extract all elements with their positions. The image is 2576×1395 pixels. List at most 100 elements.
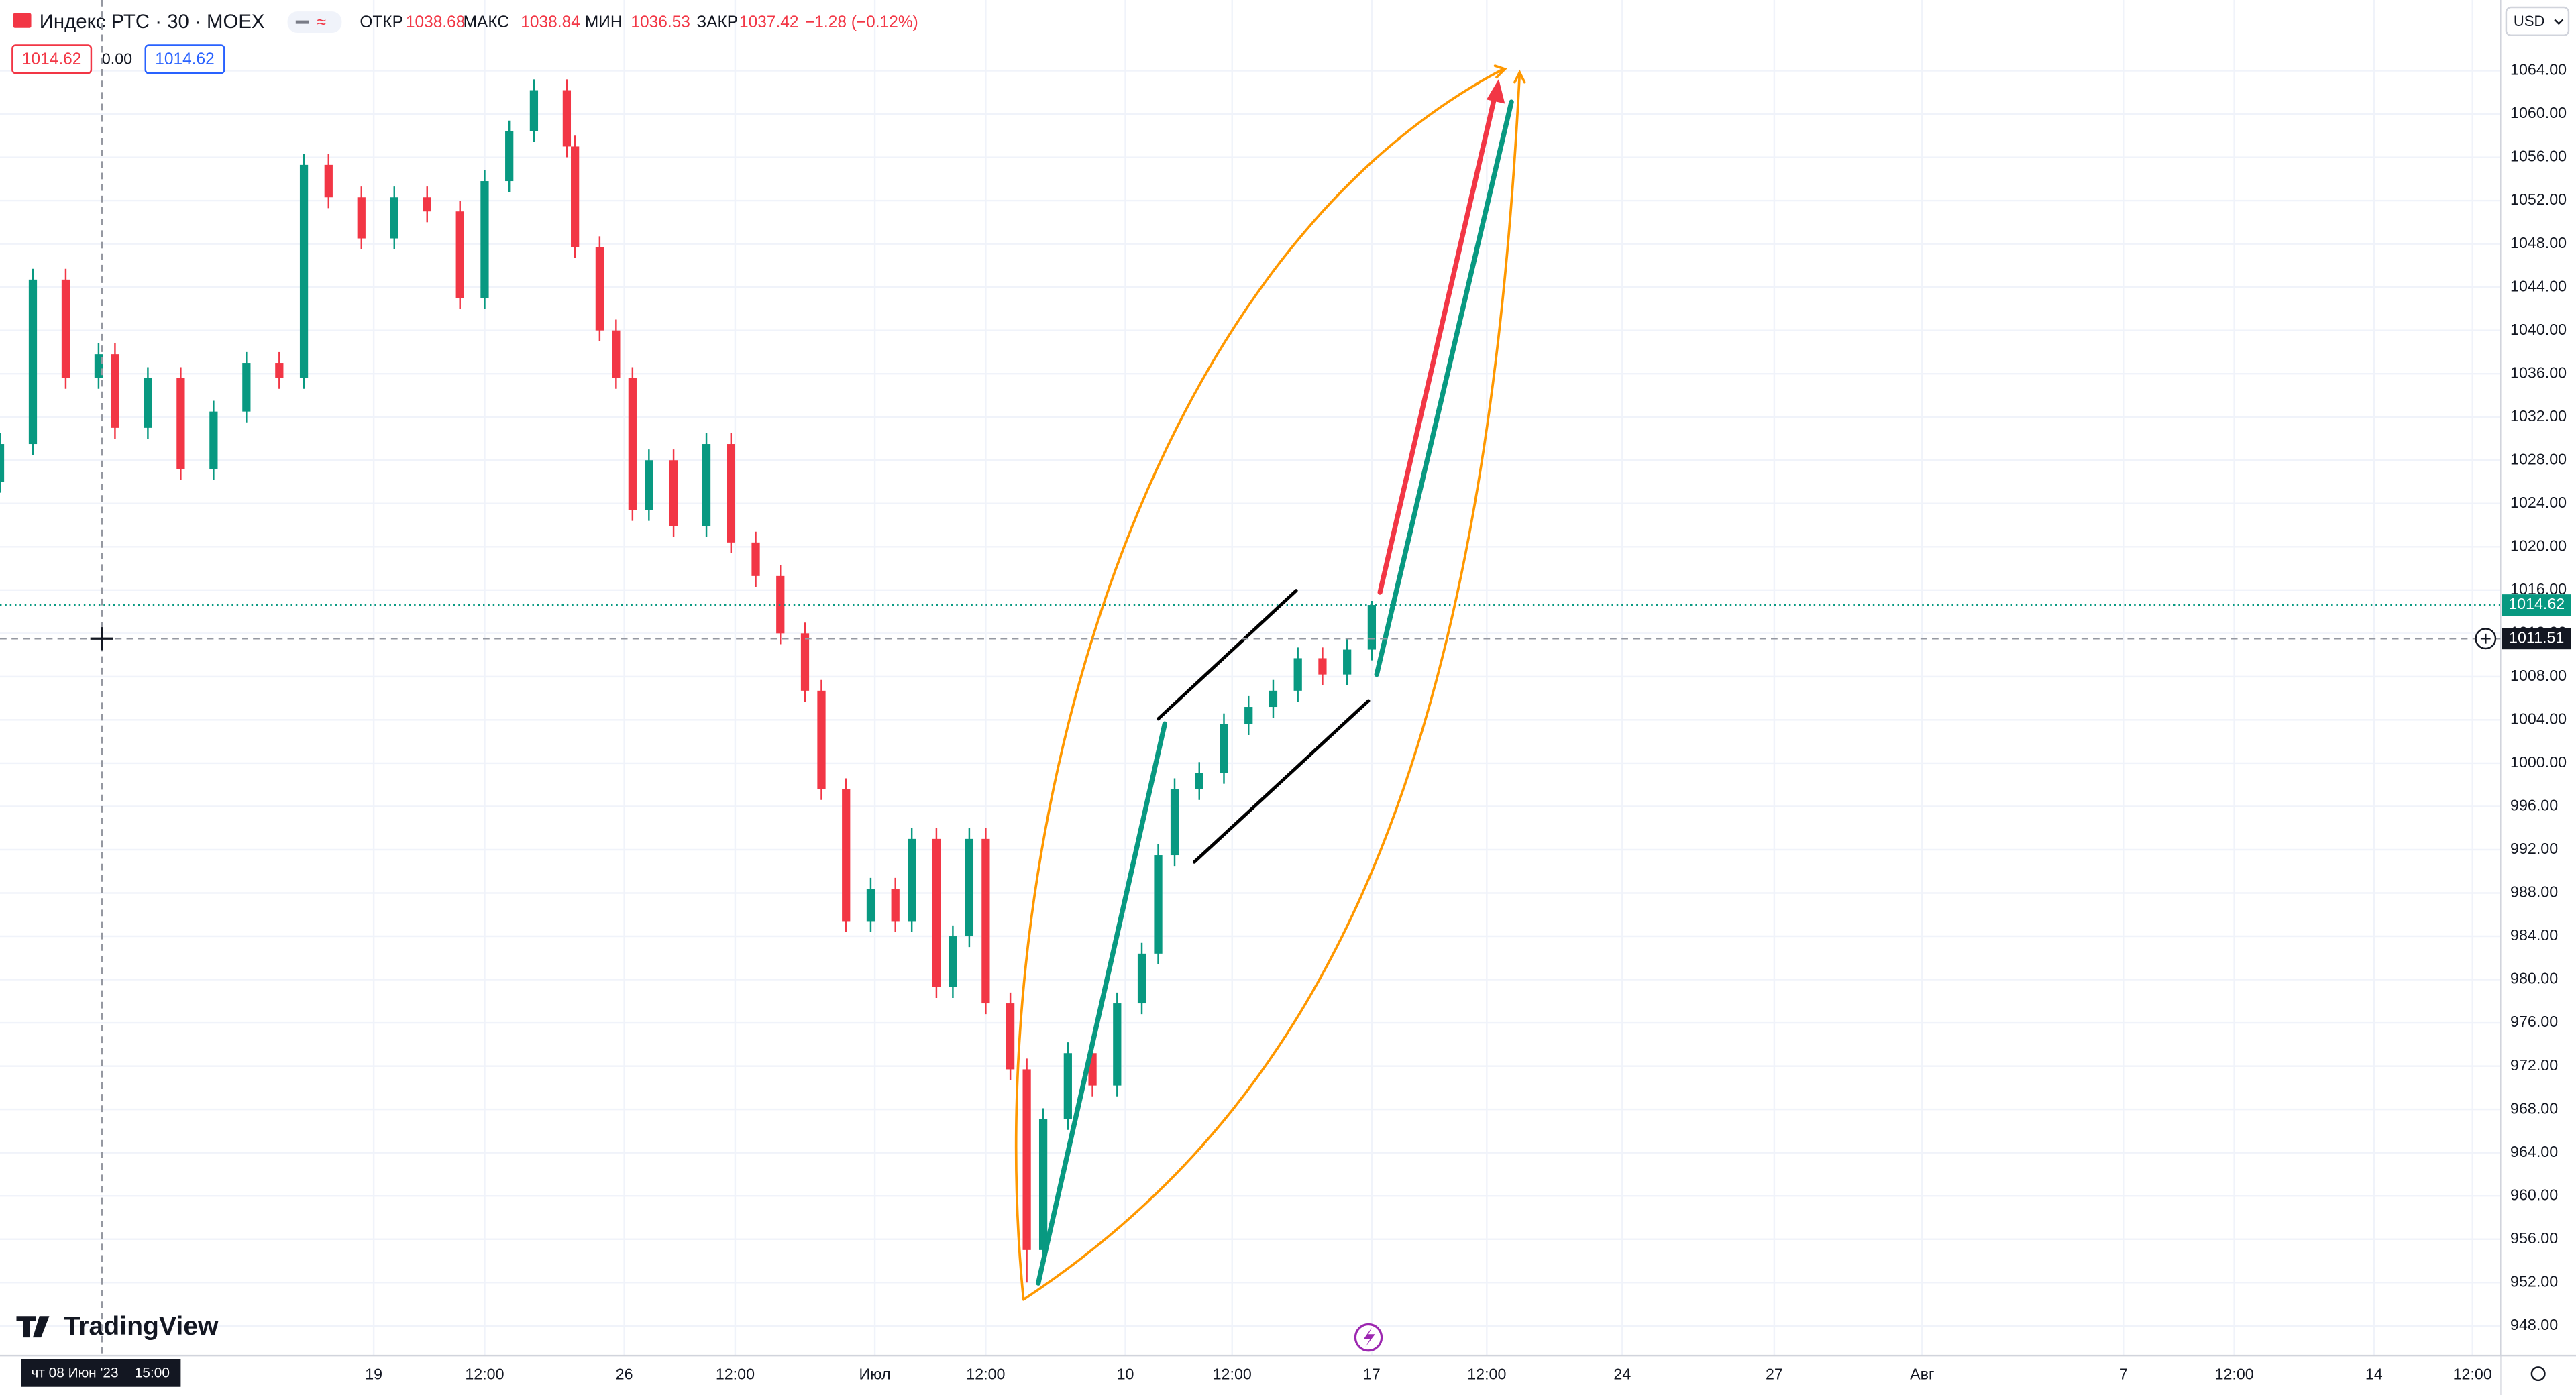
x-tick-label: 12:00 bbox=[716, 1365, 755, 1383]
x-tick-label: 7 bbox=[2119, 1365, 2128, 1383]
price-axis-bg bbox=[2500, 0, 2576, 1395]
y-tick-label: 952.00 bbox=[2510, 1272, 2558, 1290]
candle-body bbox=[242, 363, 251, 412]
candle-body bbox=[1063, 1053, 1072, 1119]
x-tick-label: Июл bbox=[859, 1365, 890, 1383]
y-tick-label: 980.00 bbox=[2510, 970, 2558, 987]
x-tick-label: 19 bbox=[365, 1365, 382, 1383]
candle-body bbox=[751, 542, 760, 576]
candle-body bbox=[1195, 773, 1203, 789]
x-tick-label: 17 bbox=[1363, 1365, 1381, 1383]
y-tick-label: 1064.00 bbox=[2510, 61, 2567, 78]
arc-drawing[interactable] bbox=[1022, 72, 1521, 1301]
sell-box[interactable] bbox=[11, 44, 93, 74]
candle-body bbox=[423, 197, 431, 212]
currency[interactable]: USD bbox=[2514, 13, 2545, 30]
candle-body bbox=[176, 378, 185, 469]
candle-body bbox=[144, 378, 152, 428]
watermark: TradingView bbox=[64, 1312, 219, 1341]
settings-icon[interactable] bbox=[2530, 1366, 2546, 1382]
last-price-label: 1014.62 bbox=[2508, 595, 2565, 612]
candle-body bbox=[1367, 605, 1377, 650]
candle-body bbox=[981, 838, 990, 1004]
y-tick-label: 968.00 bbox=[2510, 1099, 2558, 1117]
x-tick-label: 12:00 bbox=[465, 1365, 504, 1383]
candle-body bbox=[1343, 649, 1352, 675]
y-tick-label: 988.00 bbox=[2510, 883, 2558, 901]
buy-box[interactable] bbox=[144, 44, 225, 74]
y-tick-label: 1004.00 bbox=[2510, 710, 2567, 728]
symbol[interactable]: Индекс РТС · 30 · MOEX bbox=[40, 11, 265, 33]
currency-select[interactable] bbox=[2505, 6, 2570, 36]
candle-body bbox=[612, 330, 621, 378]
candles bbox=[0, 79, 2501, 1283]
candle-body bbox=[357, 197, 366, 239]
crosshair-date: чт 08 Июн '23 bbox=[32, 1365, 119, 1381]
low-label: МИН bbox=[585, 13, 623, 32]
crosshair-time: 15:00 bbox=[135, 1365, 170, 1381]
y-tick-label: 1028.00 bbox=[2510, 450, 2567, 467]
high-value: 1038.84 bbox=[521, 13, 580, 32]
y-tick-label: 1056.00 bbox=[2510, 148, 2567, 165]
y-tick-label: 1008.00 bbox=[2510, 667, 2567, 684]
candle-body bbox=[529, 90, 539, 131]
y-tick-label: 992.00 bbox=[2510, 840, 2558, 857]
candle-body bbox=[932, 838, 941, 987]
candle-body bbox=[28, 279, 38, 445]
candle-body bbox=[817, 690, 826, 789]
x-tick-label: 12:00 bbox=[2215, 1365, 2254, 1383]
candle-body bbox=[727, 444, 735, 543]
candle-body bbox=[562, 90, 572, 147]
crosshair-cursor bbox=[90, 627, 113, 651]
close-value: 1037.42 bbox=[739, 13, 798, 32]
candle-body bbox=[1293, 658, 1302, 691]
candle-body bbox=[61, 279, 70, 378]
y-tick-label: 996.00 bbox=[2510, 797, 2558, 814]
y-tick-label: 1040.00 bbox=[2510, 321, 2567, 338]
channel-line[interactable] bbox=[1157, 589, 1298, 721]
last-price-box bbox=[2502, 594, 2571, 616]
lightning bbox=[1363, 1327, 1375, 1347]
candle-body bbox=[645, 460, 653, 510]
x-tick-label: 12:00 bbox=[2453, 1365, 2492, 1383]
drawings bbox=[1014, 64, 1526, 1301]
trend-line[interactable] bbox=[1036, 721, 1167, 1286]
ask-price[interactable]: 1014.62 bbox=[155, 50, 214, 68]
time-axis-bg bbox=[0, 1355, 2501, 1395]
status-pill[interactable] bbox=[287, 11, 342, 34]
crosshair-price: 1011.51 bbox=[2509, 628, 2564, 646]
channel-line[interactable] bbox=[1192, 699, 1371, 864]
candle-body bbox=[299, 164, 309, 378]
pill-icon: ≈ bbox=[317, 13, 326, 32]
change-value: −1.28 (−0.12%) bbox=[805, 13, 918, 32]
y-tick-label: 956.00 bbox=[2510, 1229, 2558, 1247]
candle-body bbox=[1170, 789, 1179, 856]
y-tick-label: 972.00 bbox=[2510, 1056, 2558, 1074]
candle-body bbox=[628, 378, 637, 510]
candle-body bbox=[1269, 690, 1278, 708]
x-tick-label: 12:00 bbox=[966, 1365, 1005, 1383]
arc-drawing[interactable] bbox=[1014, 68, 1505, 1301]
candle-body bbox=[1022, 1069, 1031, 1250]
open-value: 1038.68 bbox=[406, 13, 465, 32]
bid-price[interactable]: 1014.62 bbox=[22, 50, 81, 68]
candle-body bbox=[965, 838, 974, 937]
trend-line[interactable] bbox=[1374, 99, 1514, 677]
candle-body bbox=[866, 889, 875, 922]
candle-body bbox=[455, 211, 464, 298]
candle-body bbox=[800, 633, 810, 691]
candle-body bbox=[949, 936, 957, 987]
x-tick-label: 24 bbox=[1613, 1365, 1631, 1383]
y-tick-label: 1020.00 bbox=[2510, 537, 2567, 554]
y-tick-label: 1044.00 bbox=[2510, 277, 2567, 294]
dropdown-icon bbox=[2554, 19, 2564, 25]
flag-icon bbox=[13, 13, 32, 28]
arrow-line[interactable] bbox=[1377, 93, 1498, 595]
y-tick-label: 964.00 bbox=[2510, 1143, 2558, 1160]
open-label: ОТКР bbox=[360, 13, 403, 32]
arrow-head bbox=[1486, 78, 1505, 104]
x-tick-label: 26 bbox=[616, 1365, 633, 1383]
y-tick-label: 1060.00 bbox=[2510, 104, 2567, 121]
